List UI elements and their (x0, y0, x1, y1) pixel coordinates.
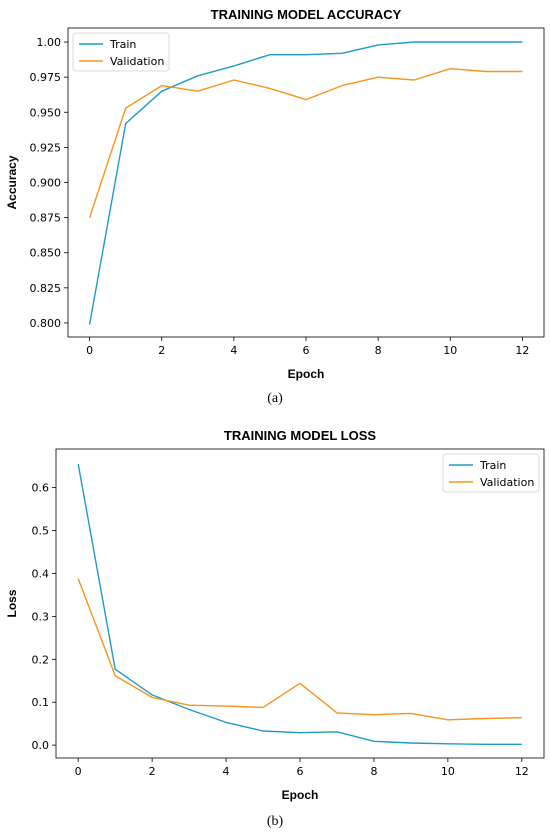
figure-caption: (b) (267, 814, 284, 829)
chart-1: TRAINING MODEL LOSS 0.0 0.1 0.2 0.3 0.4 0.5 0.6… (5, 428, 545, 829)
legend: Train Validation (442, 453, 540, 493)
x-tick-label: 4 (230, 344, 237, 357)
x-tick-label: 10 (441, 765, 455, 778)
series-line-train (88, 41, 523, 325)
x-tick-label: 8 (370, 765, 377, 778)
series-line-train (77, 463, 522, 745)
legend-label: Validation (480, 476, 534, 489)
x-tick-label: 6 (297, 765, 304, 778)
chart-title: TRAINING MODEL ACCURACY (211, 7, 402, 22)
chart-title: TRAINING MODEL LOSS (224, 428, 376, 443)
x-tick-label: 2 (149, 765, 156, 778)
y-tick-label: 0.2 (32, 653, 50, 666)
chart-0: TRAINING MODEL ACCURACY 0.800 0.825 0.850 0.… (5, 7, 545, 406)
y-tick-label: 0.875 (30, 212, 62, 225)
y-tick-label: 0.4 (32, 567, 50, 580)
y-tick-label: 0.925 (30, 141, 62, 154)
legend-label: Train (479, 459, 506, 472)
y-tick-label: 0.0 (32, 739, 50, 752)
x-tick-label: 6 (303, 344, 310, 357)
x-tick-label: 12 (515, 765, 529, 778)
y-axis-label: Accuracy (5, 155, 19, 209)
legend-label: Train (109, 38, 136, 51)
figure-caption: (a) (267, 391, 283, 406)
y-tick-label: 0.825 (30, 282, 62, 295)
x-tick-label: 0 (86, 344, 93, 357)
y-tick-label: 0.850 (30, 247, 62, 260)
x-tick-label: 2 (158, 344, 165, 357)
x-tick-label: 10 (443, 344, 457, 357)
y-tick-label: 0.1 (32, 696, 50, 709)
x-tick-label: 8 (375, 344, 382, 357)
plot-frame (55, 448, 545, 759)
plot-frame (67, 27, 545, 338)
legend-label: Validation (110, 55, 164, 68)
y-tick-label: 0.900 (30, 177, 62, 190)
legend: Train Validation (72, 32, 170, 72)
x-tick-label: 0 (75, 765, 82, 778)
x-axis-label: Epoch (288, 367, 325, 381)
series-line-validation (77, 578, 522, 721)
y-tick-label: 1.00 (37, 36, 62, 49)
x-tick-label: 4 (223, 765, 230, 778)
y-tick-label: 0.6 (32, 482, 50, 495)
y-tick-label: 0.5 (32, 525, 50, 538)
y-axis-label: Loss (5, 589, 19, 617)
y-tick-label: 0.975 (30, 71, 62, 84)
x-axis-label: Epoch (282, 788, 319, 802)
y-tick-label: 0.950 (30, 106, 62, 119)
y-tick-label: 0.800 (30, 317, 62, 330)
series-line-validation (88, 67, 523, 218)
y-tick-label: 0.3 (32, 610, 50, 623)
x-tick-label: 12 (515, 344, 529, 357)
